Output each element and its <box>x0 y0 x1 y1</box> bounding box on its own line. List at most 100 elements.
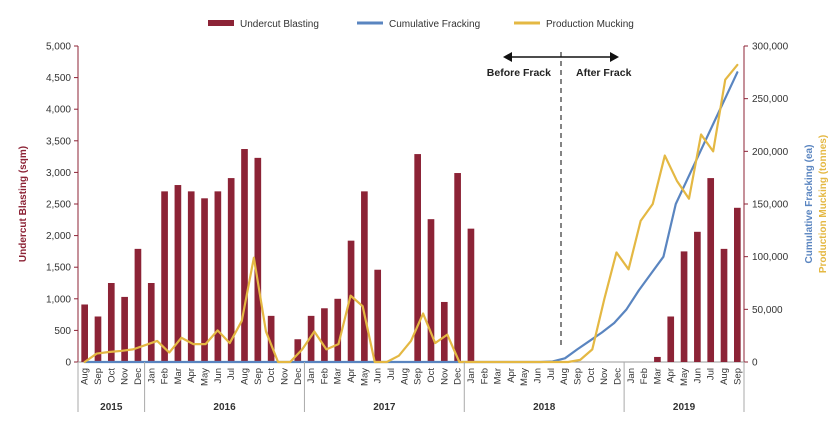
x-tick-label: Mar <box>173 368 184 384</box>
right-tick-label: 200,000 <box>752 147 789 158</box>
x-tick-label: Aug <box>240 368 251 385</box>
year-label: 2015 <box>100 402 123 413</box>
right-tick-label: 250,000 <box>752 94 789 105</box>
x-tick-label: Mar <box>652 368 663 384</box>
x-tick-label: Jan <box>466 368 477 383</box>
bar <box>187 191 195 362</box>
bar <box>680 251 688 362</box>
x-tick-label: Aug <box>399 368 410 385</box>
bar <box>241 149 248 362</box>
bar <box>214 191 222 362</box>
x-tick-label: Jun <box>692 368 703 383</box>
bar <box>294 339 302 362</box>
bar <box>374 269 382 362</box>
year-label: 2018 <box>533 402 556 413</box>
bar <box>201 198 208 362</box>
bar <box>347 240 355 362</box>
x-tick-label: Sep <box>413 368 424 385</box>
after-frack-label: After Frack <box>576 67 632 79</box>
bar <box>734 207 741 362</box>
bar <box>427 219 435 362</box>
x-tick-label: Nov <box>439 368 450 385</box>
left-tick-label: 2,500 <box>46 200 71 211</box>
x-tick-label: Nov <box>279 368 290 385</box>
bar <box>174 185 182 362</box>
left-tick-label: 4,000 <box>46 105 71 116</box>
x-tick-label: May <box>359 368 370 386</box>
bar <box>467 228 475 362</box>
x-tick-label: Jul <box>226 368 237 380</box>
year-label: 2019 <box>673 402 696 413</box>
year-label: 2016 <box>213 402 236 413</box>
x-tick-label: Feb <box>479 368 490 384</box>
left-tick-label: 1,000 <box>46 294 71 305</box>
bar <box>694 231 701 362</box>
bar <box>321 308 328 362</box>
bar <box>334 298 342 362</box>
x-tick-label: Aug <box>719 368 730 385</box>
x-tick-label: Feb <box>319 368 330 384</box>
x-tick-label: Feb <box>160 368 171 384</box>
bar <box>81 304 88 362</box>
x-tick-label: Sep <box>732 368 743 385</box>
x-tick-label: Jun <box>213 368 224 383</box>
series-line-cumulative-fracking <box>83 71 739 364</box>
x-tick-label: Jun <box>373 368 384 383</box>
left-tick-label: 0 <box>65 358 71 369</box>
legend-label: Cumulative Fracking <box>389 19 480 30</box>
bar <box>307 315 315 362</box>
left-tick-label: 500 <box>54 326 71 337</box>
right-tick-label: 100,000 <box>752 252 789 263</box>
x-tick-label: Dec <box>293 368 304 385</box>
right-axis-label: Cumulative Fracking (ea) <box>804 145 815 264</box>
bar <box>227 178 235 362</box>
x-tick-label: Jun <box>533 368 544 383</box>
bar <box>361 191 368 362</box>
bar <box>414 154 421 362</box>
x-tick-label: Oct <box>106 368 117 383</box>
bar <box>161 191 168 362</box>
bar <box>654 356 661 362</box>
year-label: 2017 <box>373 402 396 413</box>
x-tick-label: Aug <box>559 368 570 385</box>
legend-label: Production Mucking <box>546 19 634 30</box>
left-axis-label: Undercut Blasting (sqm) <box>18 146 29 262</box>
legend-label: Undercut Blasting <box>240 19 319 30</box>
bar <box>707 178 715 362</box>
bar <box>720 248 728 362</box>
x-tick-label: Apr <box>506 368 517 383</box>
x-tick-label: Oct <box>426 368 437 383</box>
left-tick-label: 3,500 <box>46 136 71 147</box>
left-tick-label: 5,000 <box>46 42 71 53</box>
x-tick-label: May <box>679 368 690 386</box>
arrow-left-icon <box>503 52 512 62</box>
arrow-right-icon <box>610 52 619 62</box>
x-tick-label: Oct <box>586 368 597 383</box>
x-tick-label: Oct <box>266 368 277 383</box>
x-tick-label: Dec <box>612 368 623 385</box>
series-line-production-mucking <box>83 63 739 364</box>
x-tick-label: Jan <box>306 368 317 383</box>
bar <box>254 157 262 362</box>
bar <box>121 296 128 362</box>
left-tick-label: 1,500 <box>46 263 71 274</box>
bar <box>440 301 448 362</box>
x-tick-label: Sep <box>253 368 264 385</box>
bar <box>454 173 461 362</box>
x-tick-label: Jan <box>146 368 157 383</box>
legend-swatch <box>208 20 234 26</box>
x-tick-label: Mar <box>333 368 344 384</box>
x-tick-label: Feb <box>639 368 650 384</box>
x-tick-label: May <box>200 368 211 386</box>
left-tick-label: 4,500 <box>46 73 71 84</box>
x-tick-label: Aug <box>80 368 91 385</box>
bar <box>667 316 675 362</box>
before-frack-label: Before Frack <box>487 67 551 79</box>
right-axis-label: Production Mucking (tonnes) <box>818 135 829 273</box>
bar <box>134 248 142 362</box>
bar <box>94 316 102 362</box>
x-tick-label: Jan <box>626 368 637 383</box>
x-tick-label: Nov <box>599 368 610 385</box>
